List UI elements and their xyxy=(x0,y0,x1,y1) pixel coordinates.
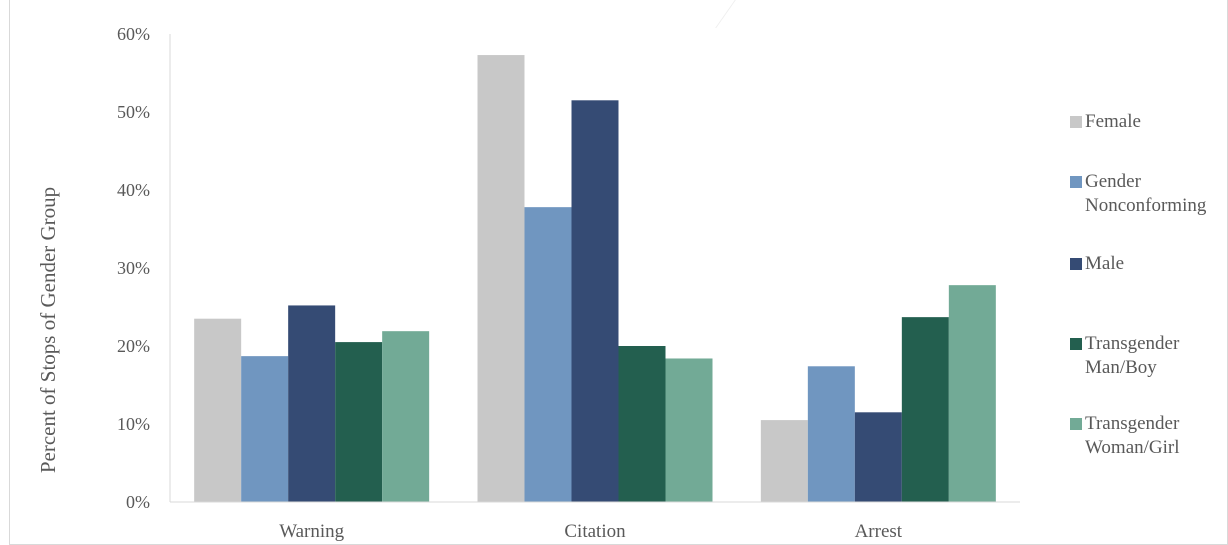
x-category-label: Citation xyxy=(564,521,626,542)
bar xyxy=(807,366,855,502)
y-tick-label: 60% xyxy=(117,24,150,44)
bar xyxy=(382,331,430,502)
legend-swatch xyxy=(1070,176,1082,188)
x-axis-categories: Warning Citation Arrest xyxy=(279,521,903,542)
y-tick-label: 50% xyxy=(117,102,150,122)
y-tick-label: 20% xyxy=(117,336,150,356)
legend-swatch xyxy=(1070,418,1082,430)
y-axis-label: Percent of Stops of Gender Group xyxy=(36,187,60,473)
legend-label: Female xyxy=(1085,111,1141,132)
legend-label: Transgender Woman/Girl xyxy=(1085,413,1180,458)
bar xyxy=(335,342,383,502)
legend-swatch xyxy=(1070,116,1082,128)
bar xyxy=(760,420,808,502)
bar xyxy=(477,55,525,503)
y-tick-label: 0% xyxy=(126,492,150,512)
y-tick-label: 40% xyxy=(117,180,150,200)
legend-item: Male xyxy=(1070,252,1225,276)
y-axis-ticks: 0% 10% 20% 30% 40% 50% 60% xyxy=(117,24,150,512)
legend-item: Transgender Man/Boy xyxy=(1070,332,1225,380)
bar xyxy=(618,346,666,502)
x-category-label: Arrest xyxy=(855,521,903,542)
bar xyxy=(241,356,289,502)
legend-item: Transgender Woman/Girl xyxy=(1070,412,1225,460)
bar xyxy=(524,207,572,502)
legend-label: Transgender Man/Boy xyxy=(1085,333,1180,378)
legend-item: Gender Nonconforming xyxy=(1070,170,1225,218)
bars xyxy=(194,55,996,503)
legend-item: Female xyxy=(1070,110,1225,134)
bar xyxy=(571,100,619,503)
y-tick-label: 30% xyxy=(117,258,150,278)
legend-label: Male xyxy=(1085,253,1125,274)
legend-swatch xyxy=(1070,338,1082,350)
bar xyxy=(948,285,996,502)
bar xyxy=(665,358,713,502)
y-tick-label: 10% xyxy=(117,414,150,434)
bar xyxy=(288,305,336,502)
x-category-label: Warning xyxy=(279,521,344,542)
bar xyxy=(901,317,949,502)
bar xyxy=(194,318,242,502)
legend-label: Gender Nonconforming xyxy=(1085,171,1207,216)
bar xyxy=(854,412,902,502)
legend-swatch xyxy=(1070,258,1082,270)
